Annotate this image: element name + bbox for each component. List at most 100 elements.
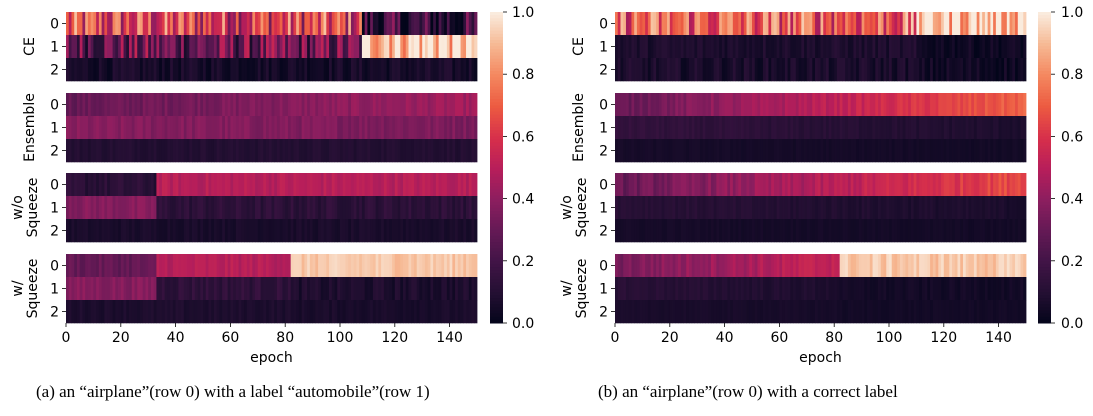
heatmap-cell: [227, 173, 231, 197]
heatmap-cell: [916, 116, 920, 140]
heatmap-cell: [348, 139, 352, 163]
heatmap-cell: [257, 58, 261, 82]
heatmap-cell: [617, 300, 621, 324]
heatmap-cell: [732, 219, 736, 243]
heatmap-cell: [96, 139, 100, 163]
heatmap-row-1: [66, 116, 478, 140]
heatmap-cell: [1009, 196, 1013, 220]
heatmap-cell: [815, 173, 819, 197]
heatmap-cell: [812, 219, 816, 243]
heatmap-cell: [973, 12, 978, 36]
heatmap-cell: [1023, 173, 1027, 197]
heatmap-cell: [255, 116, 259, 140]
heatmap-cell: [263, 300, 267, 324]
heatmap-cell: [820, 196, 824, 220]
heatmap-cell: [1020, 35, 1024, 59]
colorbar-segment: [490, 307, 503, 312]
heatmap-cell: [413, 277, 418, 301]
heatmap-cell: [238, 254, 242, 278]
heatmap-cell: [776, 219, 780, 243]
heatmap-cell: [153, 139, 157, 163]
heatmap-cell: [664, 93, 668, 117]
colorbar-tick-label: 0.0: [1061, 316, 1083, 332]
heatmap-cell: [238, 300, 242, 324]
colorbar-tick-label: 0.4: [1061, 192, 1083, 208]
heatmap-cell: [864, 277, 868, 301]
heatmap-row-2: [615, 300, 1027, 324]
heatmap-cell: [913, 277, 917, 301]
heatmap-cell: [721, 35, 725, 59]
heatmap-cell: [979, 254, 983, 278]
heatmap-cell: [400, 116, 404, 140]
heatmap-cell: [932, 139, 936, 163]
heatmap-cell: [323, 277, 327, 301]
heatmap-cell: [460, 196, 464, 220]
heatmap-cell: [285, 219, 289, 243]
colorbar-segment: [490, 67, 503, 72]
heatmap-cell: [946, 12, 950, 36]
heatmap-cell: [213, 219, 218, 243]
heatmap-cell: [389, 277, 393, 301]
row-tick-label: 0: [50, 17, 59, 33]
heatmap-cell: [678, 93, 682, 117]
heatmap-cell: [984, 173, 989, 197]
heatmap-cell: [224, 93, 229, 117]
heatmap-cell: [664, 12, 668, 36]
colorbar-segment: [490, 92, 503, 97]
heatmap-cell: [403, 254, 407, 278]
heatmap-cell: [995, 58, 999, 82]
heatmap-cell: [331, 173, 335, 197]
heatmap-cell: [90, 173, 94, 197]
heatmap-cell: [109, 173, 113, 197]
heatmap-cell: [167, 58, 171, 82]
heatmap-row-0: [66, 12, 478, 36]
heatmap-cell: [309, 173, 313, 197]
heatmap-cell: [795, 139, 799, 163]
heatmap-cell: [375, 196, 379, 220]
heatmap-cell: [66, 12, 70, 36]
heatmap-cell: [697, 219, 701, 243]
heatmap-cell: [809, 277, 813, 301]
heatmap-cell: [438, 58, 442, 82]
heatmap-cell: [375, 12, 379, 36]
subplot-ylabel: w/o: [10, 195, 26, 220]
heatmap-cell: [916, 254, 920, 278]
heatmap-cell: [779, 12, 783, 36]
heatmap-cell: [913, 139, 917, 163]
heatmap-cell: [424, 12, 429, 36]
colorbar-segment: [490, 220, 503, 224]
heatmap-cell: [995, 35, 999, 59]
heatmap-cell: [741, 93, 745, 117]
heatmap-cell: [1006, 116, 1010, 140]
heatmap-cell: [746, 116, 750, 140]
heatmap-cell: [367, 139, 371, 163]
heatmap-cell: [636, 139, 641, 163]
heatmap-cell: [361, 300, 366, 324]
subplot-ylabel: Squeeze: [574, 259, 590, 319]
colorbar-segment: [490, 319, 503, 324]
heatmap-cell: [858, 116, 862, 140]
heatmap-cell: [650, 196, 654, 220]
heatmap-cell: [320, 196, 324, 220]
heatmap-cell: [375, 58, 379, 82]
heatmap-cell: [372, 219, 377, 243]
heatmap-cell: [246, 93, 250, 117]
heatmap-cell: [987, 139, 991, 163]
heatmap-cell: [356, 116, 360, 140]
heatmap-cell: [249, 93, 253, 117]
heatmap-cell: [820, 116, 824, 140]
heatmap-cell: [765, 300, 769, 324]
heatmap-cell: [617, 116, 621, 140]
heatmap-cell: [353, 58, 357, 82]
heatmap-cell: [145, 300, 149, 324]
heatmap-cell: [771, 300, 775, 324]
heatmap-cell: [965, 35, 969, 59]
heatmap-cell: [858, 35, 862, 59]
heatmap-cell: [397, 35, 401, 59]
heatmap-cell: [186, 219, 190, 243]
heatmap-cell: [203, 12, 207, 36]
heatmap-cell: [658, 219, 662, 243]
heatmap-cell: [463, 277, 467, 301]
heatmap-cell: [647, 93, 652, 117]
heatmap-cell: [834, 139, 838, 163]
